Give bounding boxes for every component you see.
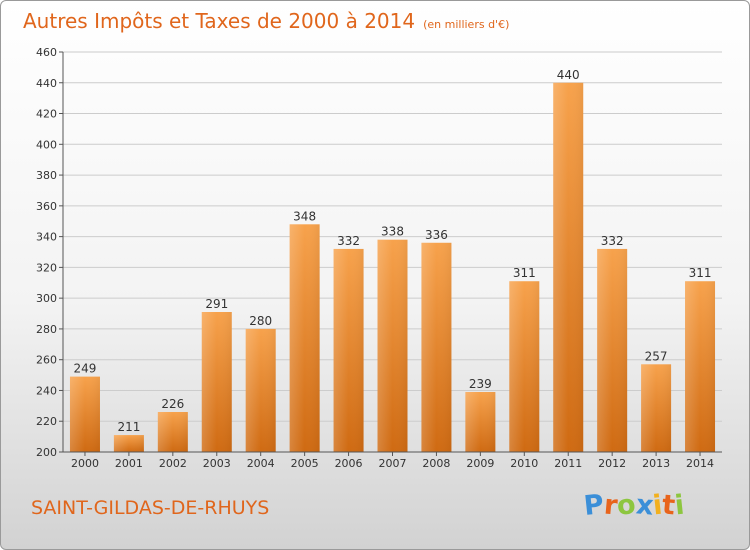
y-tick-label: 320 xyxy=(36,261,57,274)
y-tick-label: 380 xyxy=(36,169,57,182)
y-tick-label: 260 xyxy=(36,354,57,367)
x-tick-label: 2011 xyxy=(554,457,582,470)
value-label: 332 xyxy=(337,234,360,248)
bar-shine xyxy=(113,435,144,452)
y-tick-label: 400 xyxy=(36,138,57,151)
bar-shine xyxy=(377,239,408,452)
x-tick-label: 2000 xyxy=(71,457,99,470)
value-label: 348 xyxy=(293,209,316,223)
value-label: 440 xyxy=(557,68,580,82)
x-tick-label: 2006 xyxy=(335,457,363,470)
x-tick-label: 2004 xyxy=(247,457,275,470)
bar-shine xyxy=(157,412,188,452)
value-label: 249 xyxy=(74,362,97,376)
value-label: 311 xyxy=(513,266,536,280)
y-tick-label: 200 xyxy=(36,446,57,459)
chart-title-text: Autres Impôts et Taxes de 2000 à 2014 xyxy=(23,9,416,33)
bar-shine xyxy=(509,281,540,452)
bar-shine xyxy=(245,328,276,452)
bar-shine xyxy=(333,248,364,452)
bar-shine xyxy=(465,392,496,452)
y-tick-label: 420 xyxy=(36,108,57,121)
value-label: 338 xyxy=(381,225,404,239)
x-tick-label: 2007 xyxy=(379,457,407,470)
x-tick-label: 2008 xyxy=(422,457,450,470)
bars xyxy=(69,82,716,453)
bar-shine xyxy=(553,82,584,453)
bar-shine xyxy=(69,376,100,452)
bar-shine xyxy=(597,248,628,452)
y-tick-label: 460 xyxy=(36,46,57,59)
y-tick-label: 340 xyxy=(36,231,57,244)
axes: 200 220 240 260 280 300 320 340 360 380 400 420 440 4… xyxy=(36,46,722,470)
bar-shine xyxy=(641,364,672,452)
chart-title: Autres Impôts et Taxes de 2000 à 2014 (en… xyxy=(23,7,509,39)
x-tick-label: 2012 xyxy=(598,457,626,470)
x-tick-label: 2001 xyxy=(115,457,143,470)
x-tick-label: 2003 xyxy=(203,457,231,470)
logo-letter: i xyxy=(673,489,687,522)
value-label: 226 xyxy=(161,397,184,411)
value-label: 211 xyxy=(117,420,140,434)
y-tick-label: 280 xyxy=(36,323,57,336)
value-label: 291 xyxy=(205,297,228,311)
bar-shine xyxy=(421,242,452,452)
value-label: 257 xyxy=(645,349,668,363)
value-label: 332 xyxy=(601,234,624,248)
x-tick-label: 2010 xyxy=(510,457,538,470)
value-label: 239 xyxy=(469,377,492,391)
value-label: 311 xyxy=(689,266,712,280)
x-tick-label: 2009 xyxy=(466,457,494,470)
x-tick-label: 2002 xyxy=(159,457,187,470)
bar-shine xyxy=(685,281,716,452)
bar-shine xyxy=(289,224,320,452)
value-labels: 249 211 226 291 280 348 332 338 336 239 311 440 332 2… xyxy=(74,68,712,434)
y-tick-label: 240 xyxy=(36,384,57,397)
x-tick-label: 2014 xyxy=(686,457,714,470)
bar-shine xyxy=(201,312,232,452)
y-tick-label: 220 xyxy=(36,415,57,428)
chart-subtitle: (en milliers d'€) xyxy=(423,18,510,31)
y-tick-label: 440 xyxy=(36,77,57,90)
x-tick-label: 2013 xyxy=(642,457,670,470)
proxiti-logo: Proxiti xyxy=(582,488,687,524)
commune-name: SAINT-GILDAS-DE-RHUYS xyxy=(31,497,270,519)
value-label: 280 xyxy=(249,314,272,328)
y-tick-label: 360 xyxy=(36,200,57,213)
value-label: 336 xyxy=(425,228,448,242)
x-tick-label: 2005 xyxy=(291,457,319,470)
y-tick-label: 300 xyxy=(36,292,57,305)
